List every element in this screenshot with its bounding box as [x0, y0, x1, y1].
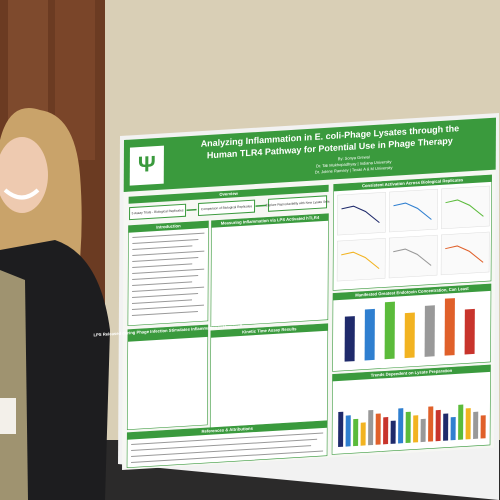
thumbnail-bar: [360, 422, 366, 446]
thumbnail-line: [341, 251, 380, 270]
section-title: Trends Dependent on Lysate Preparation: [371, 368, 453, 378]
thumbnail-bar: [480, 415, 486, 439]
logo: Ψ: [138, 151, 156, 177]
thumbnail-bar: [364, 308, 375, 361]
author: Dr. Tali Mukhopadhyay | Indiana Universi…: [316, 159, 391, 169]
poster-header: [123, 117, 496, 192]
thumbnail-bar: [424, 305, 435, 357]
section-header: [128, 184, 329, 204]
text-line: [132, 281, 193, 286]
thumbnail-bar: [465, 408, 471, 440]
thumbnail-bar: [464, 308, 475, 355]
smile: [3, 188, 40, 200]
thumbnail-bar: [345, 415, 351, 447]
panel: [126, 324, 209, 431]
step: Comparison of Biological Replicates: [201, 204, 252, 211]
section-title: Introduction: [156, 223, 181, 229]
thumbnail-bar: [473, 411, 479, 439]
thumbnail-bar: [413, 415, 419, 443]
step-box: [268, 195, 328, 212]
text-line: [132, 232, 205, 238]
thumbnail-line: [341, 205, 380, 224]
text-line: [131, 432, 324, 445]
thumbnail-bar: [435, 409, 441, 442]
section-header: [333, 174, 492, 192]
step: Explore Reproducibility with New Lysate …: [266, 199, 330, 207]
overview-steps: 5 Assay Trials - Biological Replicates C…: [129, 195, 330, 221]
thumbnail-bar: [384, 301, 395, 360]
text-line: [132, 256, 199, 262]
panels: Introduction Measuring Inflammation via L…: [93, 174, 492, 469]
thumbnail-bar: [443, 413, 449, 441]
text-line: [131, 445, 312, 457]
panel: [209, 323, 329, 432]
thumbnail-bar: [458, 404, 464, 440]
text-line: [132, 263, 193, 268]
text-line: [132, 245, 193, 250]
text-line: [132, 268, 205, 274]
thumbnail-line: [393, 248, 432, 266]
thumbnail-bar: [375, 413, 381, 445]
section-header: [210, 323, 328, 338]
thumbnail-bar: [338, 411, 344, 448]
section-title: References & Attributions: [201, 426, 253, 434]
text-line: [131, 304, 204, 310]
thumbnail: [440, 231, 490, 276]
section-title: Measuring Inflammation via LPS Activated…: [221, 215, 320, 226]
section-header: [127, 324, 208, 342]
text-line: [132, 286, 205, 292]
logo-box: [129, 145, 164, 186]
text-line: [132, 274, 199, 280]
panel: [210, 213, 329, 328]
thumbnail-bar: [390, 420, 396, 444]
step-box: [198, 199, 256, 217]
section-title: Overview: [219, 191, 238, 197]
thumbnail-bar: [353, 418, 359, 447]
thumbnail-bar: [405, 411, 411, 443]
section-title: Kinetic Time Assay Results: [242, 326, 297, 334]
thumbnail-bar: [368, 409, 374, 446]
thumbnail-bar: [398, 408, 404, 444]
thumbnail: [441, 185, 490, 230]
thumbnail: [336, 238, 386, 282]
thumbnail-bar: [450, 416, 456, 441]
arrow: [186, 204, 267, 211]
section-header: [127, 420, 328, 440]
text-line: [131, 450, 324, 463]
section-header: [128, 220, 209, 233]
text-line: [132, 238, 199, 244]
section-header: [211, 213, 329, 228]
thumbnail: [388, 234, 438, 279]
step: 5 Assay Trials - Biological Replicates: [132, 208, 184, 215]
section-header: [332, 283, 492, 301]
section-title: Manifested Greatest Endotoxin Concentrat…: [355, 286, 469, 298]
name-tag: [0, 398, 16, 434]
poster: Ψ Analyzing Inflammation in E. coli-Phag…: [93, 117, 496, 470]
thumbnail-bar: [404, 312, 415, 359]
thumbnail-line: [393, 202, 432, 220]
thumbnail-bar: [444, 298, 455, 356]
text-line: [131, 438, 318, 451]
step-box: [129, 203, 187, 221]
thumbnail-bar: [344, 316, 355, 362]
thumbnail-bar: [420, 418, 426, 443]
author: Dr. Jolene Ramsey | Texas A & M Universi…: [315, 165, 393, 175]
thumbnail-line: [445, 245, 484, 263]
jacket: [0, 240, 110, 500]
text-line: [132, 250, 205, 256]
text-line: [132, 292, 199, 298]
thumbnail-bar: [383, 417, 389, 445]
author: By: Sonya Grewal: [338, 154, 370, 161]
text-line: [131, 310, 198, 316]
skirt: [0, 270, 28, 500]
thumbnail-bar: [428, 406, 434, 442]
text-line: [132, 299, 193, 304]
thumbnail-line: [445, 199, 484, 217]
thumbnail: [389, 188, 438, 233]
thumbnail: [337, 192, 386, 236]
section-title: Consistent Activation Across Biological …: [362, 177, 464, 188]
section-header: [332, 364, 491, 382]
